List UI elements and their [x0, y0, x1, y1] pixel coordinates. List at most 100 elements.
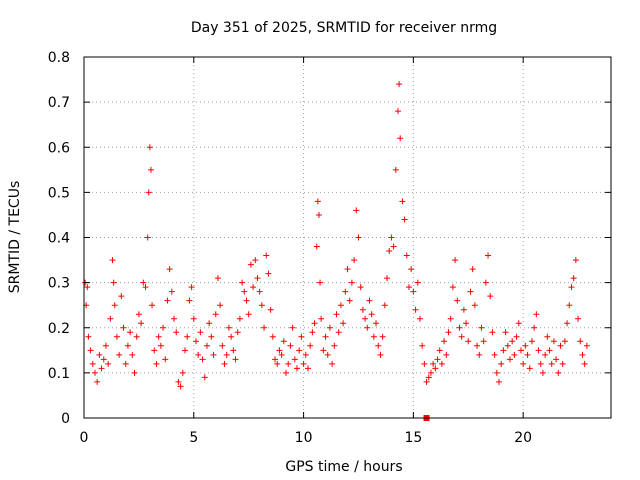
data-point: [340, 320, 347, 327]
data-point: [254, 275, 261, 282]
data-point: [113, 333, 120, 340]
data-point: [509, 338, 516, 345]
data-point: [133, 333, 140, 340]
data-point: [258, 302, 265, 309]
data-point: [228, 333, 235, 340]
data-point: [135, 311, 142, 318]
data-point: [498, 360, 505, 367]
data-point: [179, 369, 186, 376]
data-point: [333, 311, 340, 318]
data-point: [557, 342, 564, 349]
data-point: [419, 342, 426, 349]
data-point: [300, 360, 307, 367]
data-point: [410, 288, 417, 295]
y-tick-label: 0.2: [48, 321, 70, 337]
data-point: [469, 266, 476, 273]
data-point: [195, 351, 202, 358]
data-point: [261, 324, 268, 331]
data-point: [274, 360, 281, 367]
data-point: [366, 297, 373, 304]
data-point: [175, 378, 182, 385]
data-point: [85, 333, 92, 340]
data-point: [142, 284, 149, 291]
data-point: [502, 329, 509, 336]
data-point: [351, 257, 358, 264]
data-point: [120, 324, 127, 331]
data-point: [105, 360, 112, 367]
data-point: [239, 279, 246, 286]
data-point: [208, 333, 215, 340]
data-point: [568, 284, 575, 291]
data-point: [405, 284, 412, 291]
data-point: [379, 333, 386, 340]
data-point: [359, 306, 366, 313]
data-point: [364, 324, 371, 331]
data-point: [164, 297, 171, 304]
data-point: [434, 356, 441, 363]
data-point: [199, 356, 206, 363]
data-point: [546, 347, 553, 354]
data-point: [384, 275, 391, 282]
data-point: [331, 342, 338, 349]
data-point: [392, 166, 399, 173]
data-point: [219, 342, 226, 349]
data-point: [524, 351, 531, 358]
data-point: [474, 342, 481, 349]
data-point: [355, 234, 362, 241]
data-point: [511, 351, 518, 358]
data-point: [210, 351, 217, 358]
data-point: [368, 311, 375, 318]
data-point: [353, 207, 360, 214]
data-point: [395, 108, 402, 115]
data-point: [247, 261, 254, 268]
data-point: [528, 338, 535, 345]
y-tick-label: 0.1: [48, 366, 70, 382]
data-point: [326, 324, 333, 331]
data-point: [443, 351, 450, 358]
data-point: [197, 329, 204, 336]
data-point: [256, 288, 263, 295]
data-point: [188, 284, 195, 291]
data-point: [388, 234, 395, 241]
data-point: [162, 356, 169, 363]
data-point: [147, 166, 154, 173]
data-point: [124, 342, 131, 349]
data-point: [522, 342, 529, 349]
data-point: [348, 279, 355, 286]
data-point: [432, 365, 439, 372]
data-point: [84, 284, 91, 291]
data-point: [263, 252, 270, 259]
data-point: [177, 383, 184, 390]
data-point: [276, 347, 283, 354]
data-point: [412, 306, 419, 313]
data-point: [223, 351, 230, 358]
data-point: [436, 347, 443, 354]
x-axis-title: GPS time / hours: [285, 459, 402, 475]
data-point: [403, 252, 410, 259]
data-point: [203, 342, 210, 349]
data-point: [441, 338, 448, 345]
data-point: [145, 189, 152, 196]
data-point: [544, 333, 551, 340]
data-point: [311, 320, 318, 327]
data-point: [381, 302, 388, 309]
data-point: [307, 342, 314, 349]
data-point: [504, 342, 511, 349]
data-point: [173, 329, 180, 336]
data-point: [313, 243, 320, 250]
data-point: [396, 81, 403, 88]
data-point: [160, 324, 167, 331]
data-point: [375, 342, 382, 349]
data-points: [82, 81, 590, 390]
data-point: [550, 338, 557, 345]
data-point: [241, 288, 248, 295]
data-point: [221, 360, 228, 367]
data-point: [575, 315, 582, 322]
data-point: [485, 252, 492, 259]
data-point: [140, 279, 147, 286]
data-point: [533, 311, 540, 318]
data-point: [452, 257, 459, 264]
data-point: [496, 378, 503, 385]
data-point: [581, 360, 588, 367]
